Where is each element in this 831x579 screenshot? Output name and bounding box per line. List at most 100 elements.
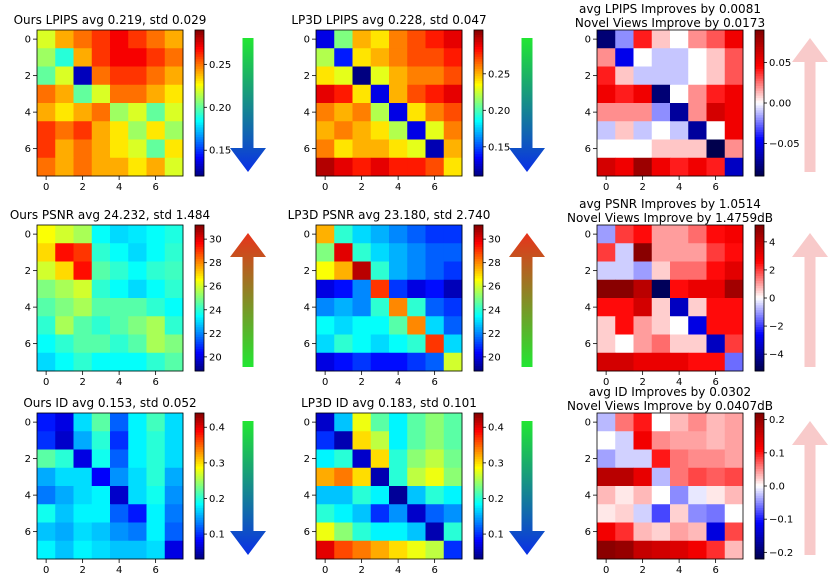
colorbar-segment [474, 454, 483, 458]
colorbar-segment [474, 507, 483, 511]
heatmap-cell [128, 48, 147, 67]
heatmap-cell [633, 66, 653, 86]
colorbar-segment [195, 115, 204, 118]
colorbar-segment [195, 32, 204, 36]
heatmap-cell [706, 467, 726, 487]
colorbar-segment [474, 39, 483, 43]
colorbar-segment [195, 507, 204, 511]
heatmap-cell [334, 298, 353, 317]
y-tick-label: 4 [25, 491, 31, 502]
arrow-down-icon [509, 38, 545, 172]
colorbar-segment [474, 483, 483, 487]
colorbar-segment [474, 120, 483, 123]
colorbar-segment [755, 464, 764, 467]
colorbar-segment [474, 493, 483, 497]
heatmap-cell [407, 413, 426, 432]
heatmap-cell [37, 316, 56, 335]
colorbar-segment [474, 244, 483, 248]
colorbar-segment [755, 544, 764, 548]
heatmap-cell [73, 449, 93, 469]
heatmap-cell [389, 121, 408, 140]
x-tick-label: 2 [639, 377, 645, 388]
heatmap-cell [615, 66, 634, 86]
colorbar-segment [195, 312, 204, 316]
colorbar-segment [195, 132, 204, 136]
heatmap-cell [55, 522, 74, 542]
colorbar-segment [474, 420, 483, 424]
colorbar-segment [474, 34, 483, 38]
colorbar-segment [474, 449, 483, 453]
heatmap-cell [91, 243, 111, 262]
colorbar-segment [474, 358, 483, 362]
heatmap-cell [670, 522, 689, 542]
colorbar-segment [755, 529, 764, 533]
colorbar-segment [195, 105, 204, 109]
colorbar-segment [755, 154, 764, 157]
colorbar-segment [195, 444, 204, 448]
heatmap-cell [370, 103, 390, 122]
colorbar-segment [195, 95, 204, 99]
colorbar-segment [755, 310, 764, 313]
heatmap-cell [425, 540, 445, 560]
y-tick-label: 0 [585, 35, 591, 46]
heatmap-cell [146, 334, 166, 354]
colorbar-segment [195, 151, 204, 155]
plot-frame [315, 29, 463, 177]
heatmap-cell [91, 467, 111, 487]
arrow-down-icon [230, 421, 266, 555]
heatmap-cell [128, 467, 147, 487]
heatmap-cell [164, 66, 184, 86]
colorbar-segment [474, 327, 483, 331]
colorbar-segment [195, 434, 204, 438]
heatmap-cell [651, 30, 671, 49]
colorbar-segment [755, 105, 764, 109]
heatmap-cell [407, 279, 426, 299]
colorbar-segment [474, 37, 483, 41]
colorbar-segment [755, 415, 764, 419]
heatmap-cell [688, 66, 707, 86]
colorbar-segment [474, 283, 483, 287]
x-tick-label: 6 [152, 377, 158, 388]
colorbar-segment [195, 451, 204, 455]
heatmap-cell [615, 504, 634, 523]
colorbar-segment [474, 351, 483, 355]
heatmap-cell [91, 84, 111, 104]
heatmap-cell [597, 121, 616, 140]
heatmap-cell [724, 540, 744, 560]
colorbar-segment [474, 546, 483, 550]
colorbar-segment [755, 315, 764, 318]
colorbar-segment [755, 539, 764, 543]
panel-title: avg ID Improves by 0.0302 [589, 385, 751, 399]
colorbar-segment [755, 259, 764, 262]
colorbar-segment [755, 546, 764, 550]
heatmap-cell [389, 103, 408, 122]
heatmap-cell [146, 30, 166, 49]
heatmap-cell [352, 449, 372, 469]
colorbar-segment [474, 293, 483, 296]
colorbar-segment [755, 332, 764, 335]
heatmap-cell [688, 413, 707, 432]
colorbar-segment [195, 122, 204, 126]
heatmap-cell [597, 467, 616, 487]
colorbar-tick-label: −2 [769, 322, 784, 333]
colorbar-segment [474, 98, 483, 101]
heatmap-cell [73, 540, 93, 560]
heatmap-cell [425, 243, 445, 262]
x-tick-label: 0 [603, 182, 609, 193]
heatmap-cell [615, 157, 634, 177]
heatmap-cell [55, 84, 74, 104]
colorbar-segment [195, 520, 204, 523]
colorbar-segment [195, 295, 204, 299]
colorbar-segment [195, 356, 204, 360]
colorbar-segment [755, 476, 764, 480]
heatmap-cell [389, 540, 408, 560]
colorbar-tick-label: 28 [488, 258, 501, 269]
heatmap-cell [425, 30, 445, 49]
colorbar-segment [755, 478, 764, 482]
colorbar-segment [755, 239, 764, 243]
heatmap-cell [443, 279, 463, 299]
heatmap-cell [688, 48, 707, 67]
heatmap-cell [110, 298, 129, 317]
colorbar-segment [755, 251, 764, 255]
colorbar-segment [755, 112, 764, 116]
